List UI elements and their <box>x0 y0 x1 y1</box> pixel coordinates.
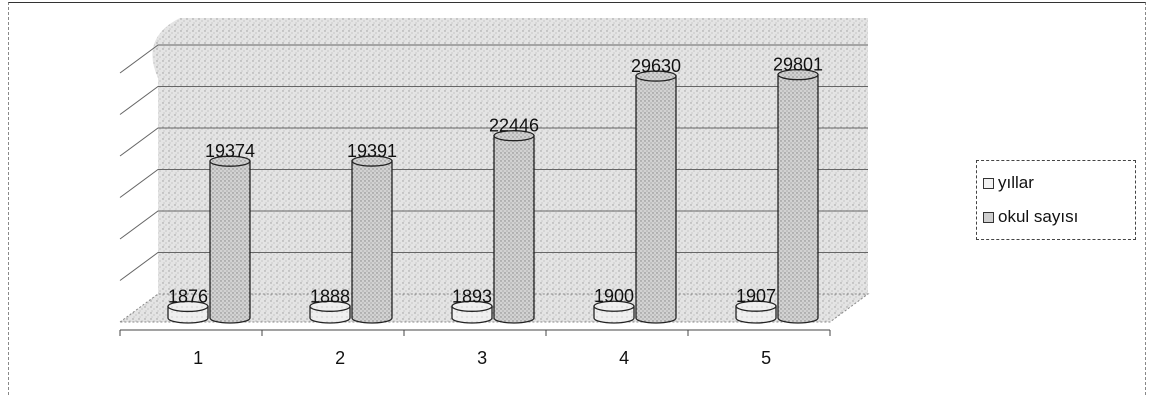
bar-top <box>167 300 209 313</box>
bar-top <box>209 155 251 167</box>
x-tick-label: 1 <box>193 348 203 368</box>
bar-okul-sayisi-1 <box>209 155 251 324</box>
bar-top <box>493 130 535 142</box>
data-label: 19391 <box>347 141 397 161</box>
bar-top <box>351 155 393 167</box>
x-tick-label: 5 <box>761 348 771 368</box>
data-label: 19374 <box>205 141 255 161</box>
x-tick-label: 3 <box>477 348 487 368</box>
bar-okul-sayisi-5 <box>777 69 819 324</box>
bar-body <box>351 160 393 324</box>
legend: yıllar okul sayısı <box>976 160 1136 240</box>
data-label: 29630 <box>631 56 681 76</box>
data-label: 1888 <box>310 286 350 306</box>
bar-yillar-3 <box>451 300 493 324</box>
data-label: 22446 <box>489 116 539 136</box>
gridline <box>119 210 868 240</box>
chart-frame <box>8 2 1146 395</box>
legend-label-yillar: yıllar <box>998 173 1034 192</box>
gridline <box>119 252 868 281</box>
gridline <box>119 127 868 157</box>
data-label: 1893 <box>452 286 492 306</box>
data-label: 1907 <box>736 286 776 306</box>
legend-label-okul-sayisi: okul sayısı <box>998 207 1079 226</box>
data-label: 1876 <box>168 286 208 306</box>
bar-body <box>493 135 535 324</box>
gridline <box>119 86 868 115</box>
gridline <box>119 44 868 74</box>
bar-yillar-1 <box>167 300 209 324</box>
x-tick-label: 4 <box>619 348 629 368</box>
bar-top <box>635 70 677 82</box>
data-label: 1900 <box>594 286 634 306</box>
bar-okul-sayisi-2 <box>351 155 393 324</box>
bar-body <box>209 160 251 324</box>
bar-okul-sayisi-4 <box>635 70 677 324</box>
legend-item-okul-sayisi: okul sayısı <box>983 207 1078 227</box>
gridline <box>119 169 868 198</box>
bar-yillar-2 <box>309 300 351 324</box>
data-label: 29801 <box>773 55 823 75</box>
bar-top <box>451 300 493 312</box>
bar-top <box>593 300 635 312</box>
legend-swatch-okul-sayisi <box>983 211 994 223</box>
legend-item-yillar: yıllar <box>983 173 1034 193</box>
bar-yillar-5 <box>735 300 777 324</box>
bar-top <box>777 69 819 81</box>
x-tick-label: 2 <box>335 348 345 368</box>
bar-top <box>309 300 351 312</box>
bar-body <box>635 75 677 324</box>
bar-okul-sayisi-3 <box>493 130 535 324</box>
legend-swatch-yillar <box>983 177 994 189</box>
bar-yillar-4 <box>593 300 635 324</box>
bar-body <box>777 74 819 324</box>
bar-top <box>735 300 777 312</box>
